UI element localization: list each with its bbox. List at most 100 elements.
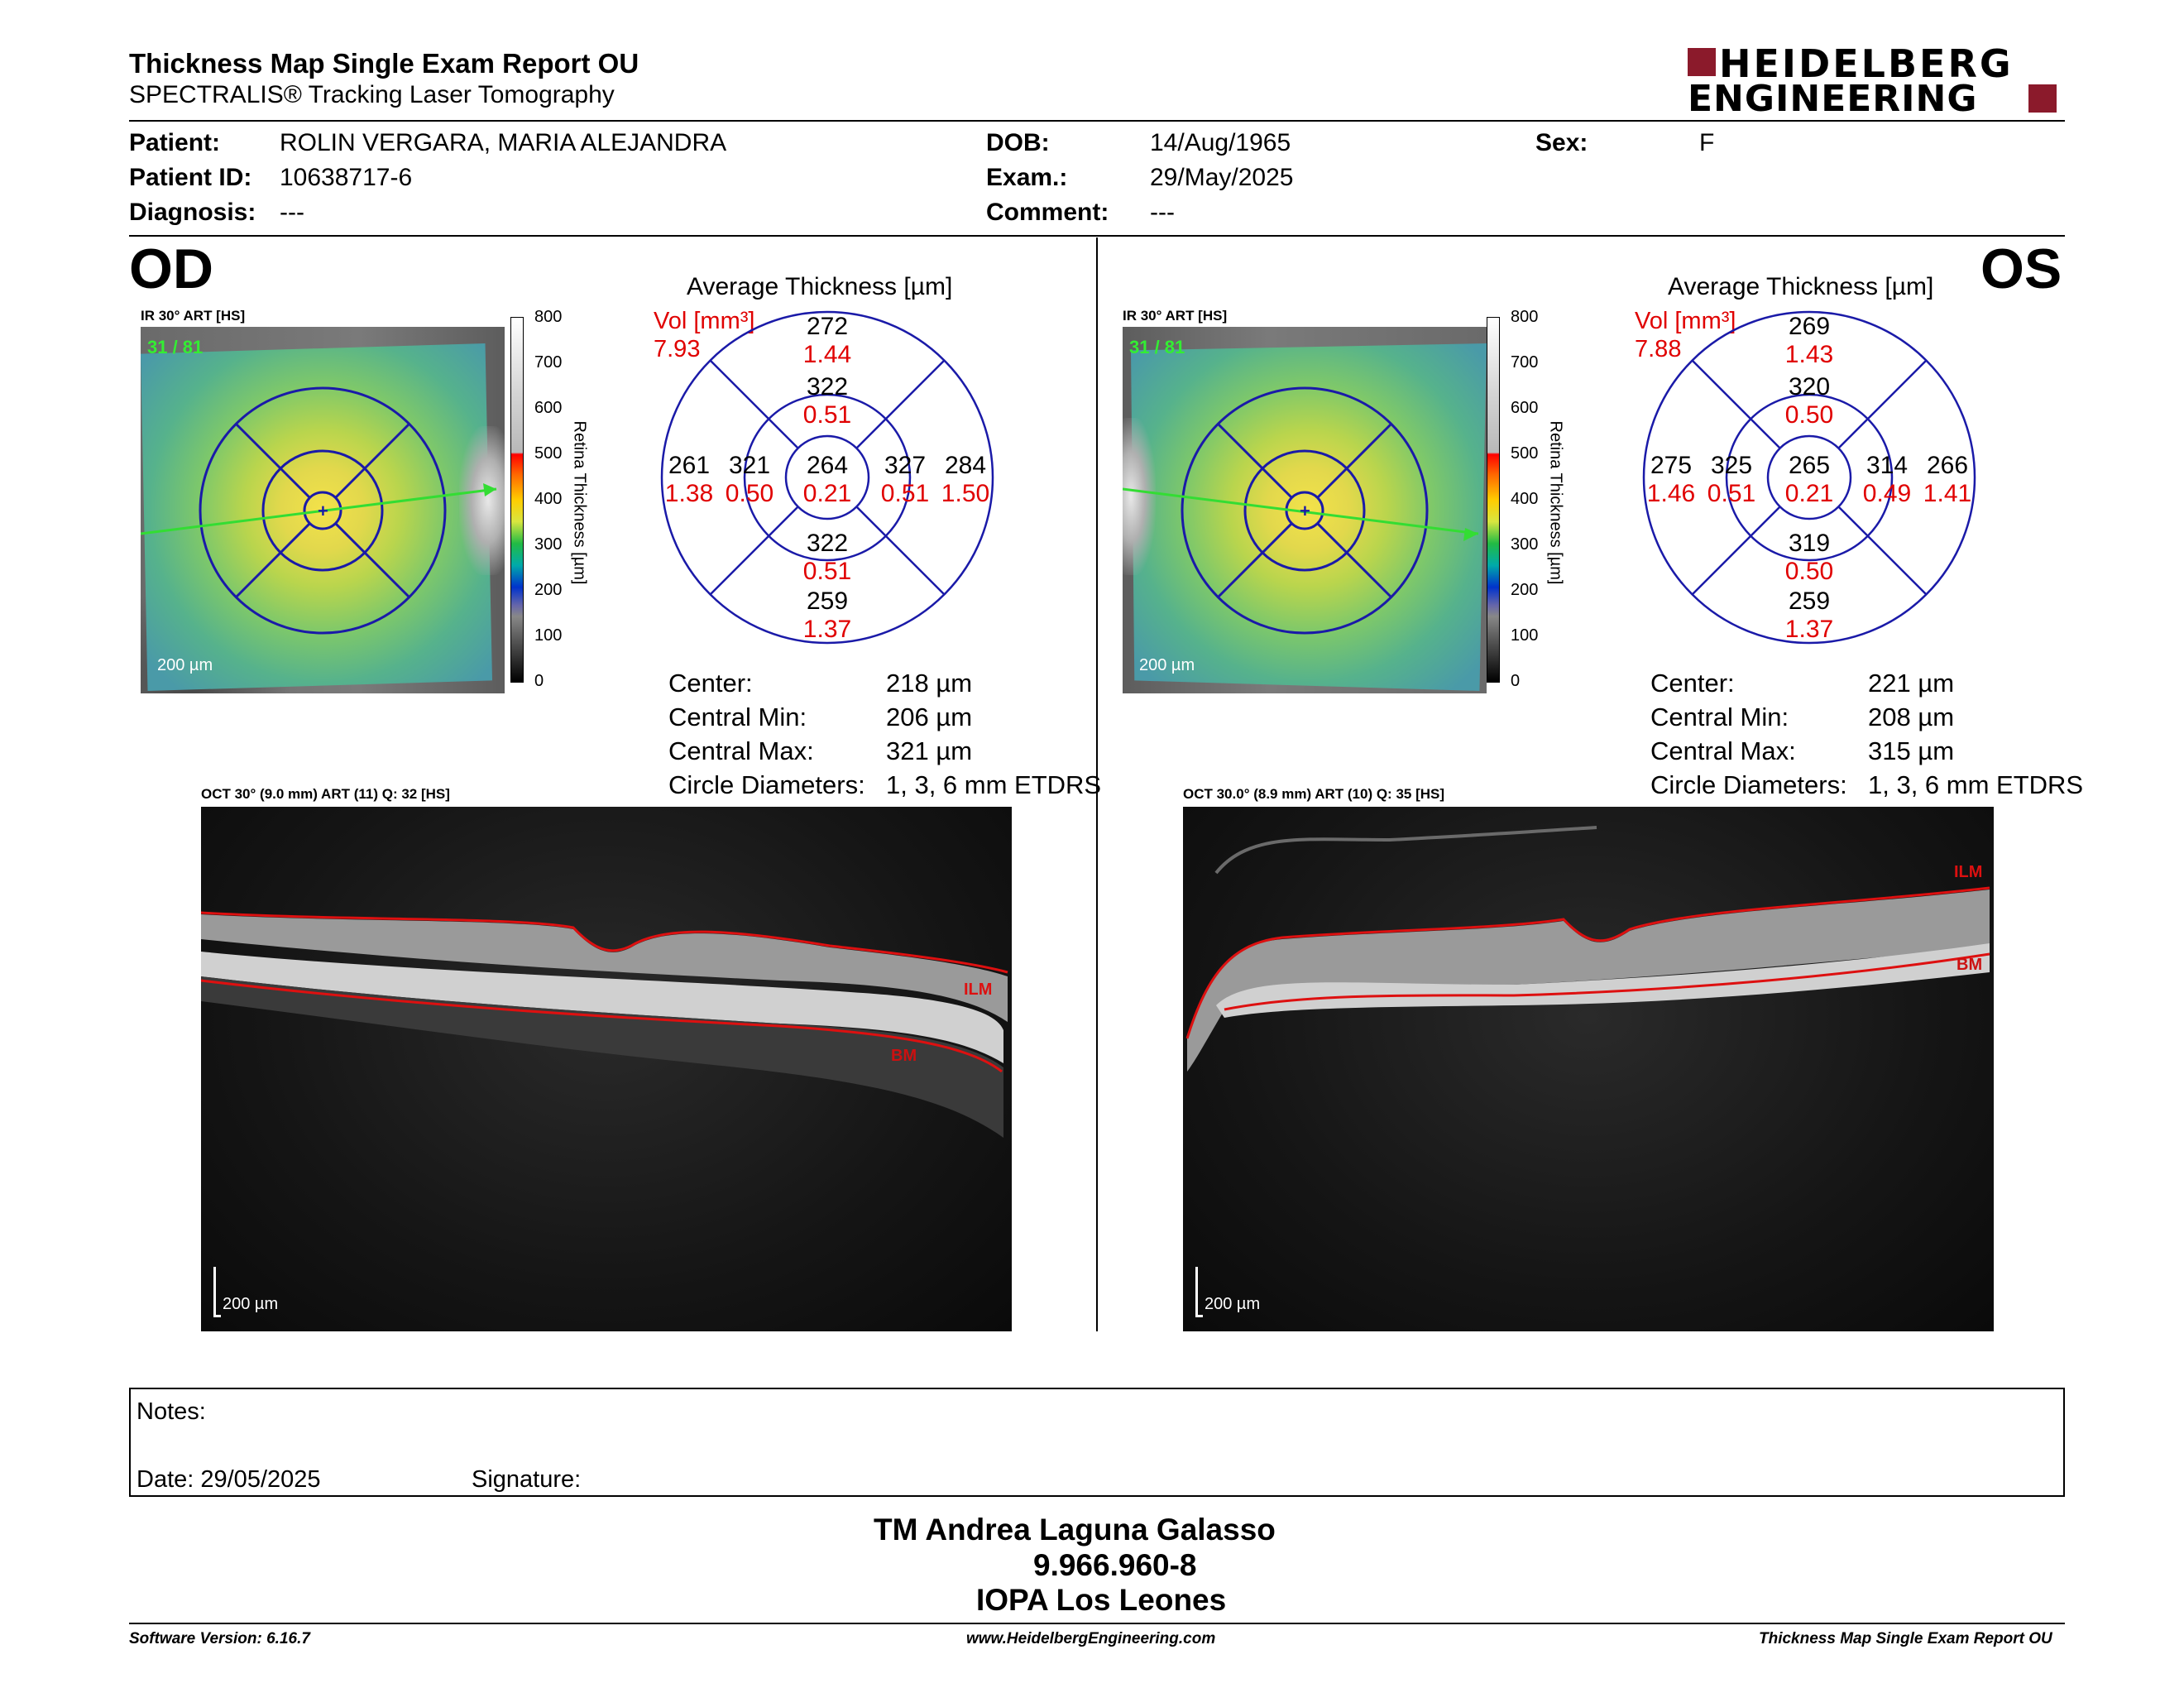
os-cbar-tick: 300 bbox=[1511, 535, 1539, 554]
od-outer-left-thickness: 261 bbox=[668, 452, 711, 479]
dob-label: DOB: bbox=[986, 129, 1050, 156]
os-etdrs-grid bbox=[1642, 310, 1976, 645]
od-cbar-tick: 100 bbox=[534, 626, 563, 645]
os-optic-disc bbox=[1123, 418, 1156, 575]
od-oct-label: OCT 30° (9.0 mm) ART (11) Q: 32 [HS] bbox=[201, 786, 450, 802]
od-cbar-tick: 700 bbox=[534, 353, 563, 372]
od-inner-bottom-thickness: 322 bbox=[806, 530, 849, 557]
os-cbar-tick: 700 bbox=[1511, 353, 1539, 372]
os-outer-left-volume: 1.46 bbox=[1646, 480, 1696, 507]
os-max-value: 315 µm bbox=[1868, 736, 1955, 765]
od-outer-top-thickness: 272 bbox=[806, 313, 849, 340]
diagnosis-value: --- bbox=[280, 199, 304, 226]
od-eye-label: OD bbox=[129, 237, 213, 300]
footer-rule bbox=[129, 1623, 2065, 1624]
logo-text-bottom: ENGINEERING bbox=[1688, 78, 1978, 120]
od-cbar-tick: 500 bbox=[534, 444, 563, 463]
os-cbar-tick: 200 bbox=[1511, 581, 1539, 599]
od-fundus-image: 31 / 81 200 µm + bbox=[141, 327, 505, 693]
os-cbar-tick: 0 bbox=[1511, 672, 1521, 690]
od-inner-top-volume: 0.51 bbox=[802, 401, 852, 429]
od-circle-label: Circle Diameters: bbox=[668, 770, 865, 799]
sex-label: Sex: bbox=[1535, 129, 1588, 156]
os-center-label: Center: bbox=[1650, 669, 1735, 698]
od-optic-disc bbox=[459, 426, 505, 575]
patient-label: Patient: bbox=[129, 129, 221, 156]
notes-box bbox=[129, 1388, 2065, 1497]
svg-text:+: + bbox=[318, 501, 328, 521]
exam-label: Exam.: bbox=[986, 164, 1068, 191]
svg-text:+: + bbox=[1300, 501, 1310, 521]
os-circle-label: Circle Diameters: bbox=[1650, 770, 1847, 799]
logo-square-top bbox=[1688, 48, 1716, 76]
od-inner-left-volume: 0.50 bbox=[725, 480, 774, 507]
os-colorbar-title: Retina Thickness [µm] bbox=[1546, 420, 1565, 585]
od-inner-left-thickness: 321 bbox=[728, 452, 771, 479]
footer-website[interactable]: www.HeidelbergEngineering.com bbox=[966, 1630, 1216, 1647]
os-vol-label: Vol [mm³] bbox=[1635, 308, 1736, 334]
os-inner-left-thickness: 325 bbox=[1710, 452, 1753, 479]
od-center-value: 218 µm bbox=[886, 669, 973, 698]
signer-name: TM Andrea Laguna Galasso bbox=[874, 1513, 1276, 1547]
footer-report-name: Thickness Map Single Exam Report OU bbox=[1759, 1630, 2052, 1647]
os-outer-top-thickness: 269 bbox=[1788, 313, 1831, 340]
os-outer-left-thickness: 275 bbox=[1650, 452, 1693, 479]
os-oct-label: OCT 30.0° (8.9 mm) ART (10) Q: 35 [HS] bbox=[1183, 786, 1445, 802]
os-ir-label: IR 30° ART [HS] bbox=[1123, 308, 1228, 324]
od-cbar-tick: 400 bbox=[534, 490, 563, 508]
od-etdrs-grid bbox=[660, 310, 994, 645]
od-vol-label: Vol [mm³] bbox=[654, 308, 755, 334]
os-oct-layers bbox=[1185, 826, 1990, 1072]
od-colorbar-title: Retina Thickness [µm] bbox=[570, 420, 589, 585]
od-inner-bottom-volume: 0.51 bbox=[802, 558, 852, 585]
od-oct-layers bbox=[201, 911, 1008, 1138]
os-outer-bottom-volume: 1.37 bbox=[1784, 616, 1834, 643]
od-oct-bscan: ILM BM 200 µm bbox=[201, 807, 1012, 1331]
os-ir-scale: 200 µm bbox=[1139, 656, 1195, 674]
od-center-volume: 0.21 bbox=[802, 480, 852, 507]
od-outer-bottom-volume: 1.37 bbox=[802, 616, 852, 643]
os-inner-bottom-volume: 0.50 bbox=[1784, 558, 1834, 585]
os-circle-value: 1, 3, 6 mm ETDRS bbox=[1868, 770, 2084, 799]
diagnosis-label: Diagnosis: bbox=[129, 199, 256, 226]
heidelberg-logo: HEIDELBERG ENGINEERING bbox=[1688, 41, 2065, 120]
od-ir-label: IR 30° ART [HS] bbox=[141, 308, 246, 324]
os-avg-title: Average Thickness [µm] bbox=[1668, 273, 1934, 300]
os-bm-label: BM bbox=[1956, 956, 1983, 974]
od-inner-right-thickness: 327 bbox=[884, 452, 927, 479]
os-cbar-tick: 100 bbox=[1511, 626, 1539, 645]
os-min-value: 208 µm bbox=[1868, 703, 1955, 731]
signer-org: IOPA Los Leones bbox=[976, 1583, 1227, 1617]
os-ilm-label: ILM bbox=[1954, 863, 1983, 881]
os-vol-value: 7.88 bbox=[1635, 336, 1682, 362]
os-colorbar bbox=[1487, 317, 1500, 683]
os-cbar-tick: 600 bbox=[1511, 399, 1539, 417]
od-cbar-tick: 200 bbox=[534, 581, 563, 599]
os-center-value: 221 µm bbox=[1868, 669, 1955, 698]
signer-id: 9.966.960-8 bbox=[1033, 1548, 1197, 1582]
os-inner-right-thickness: 314 bbox=[1866, 452, 1909, 479]
od-max-label: Central Max: bbox=[668, 736, 814, 765]
report-title: Thickness Map Single Exam Report OU bbox=[129, 48, 639, 79]
od-center-label: Center: bbox=[668, 669, 753, 698]
os-cbar-tick: 400 bbox=[1511, 490, 1539, 508]
patient-rule bbox=[129, 235, 2065, 237]
header-rule bbox=[129, 120, 2065, 122]
notes-signature-label: Signature: bbox=[472, 1466, 582, 1493]
patient-id-label: Patient ID: bbox=[129, 164, 252, 191]
os-cbar-tick: 500 bbox=[1511, 444, 1539, 463]
od-cbar-tick: 800 bbox=[534, 308, 563, 326]
os-inner-top-volume: 0.50 bbox=[1784, 401, 1834, 429]
od-outer-right-volume: 1.50 bbox=[941, 480, 990, 507]
od-cbar-tick: 0 bbox=[534, 672, 544, 690]
od-colorbar bbox=[510, 317, 524, 683]
notes-label: Notes: bbox=[136, 1398, 206, 1425]
comment-value: --- bbox=[1150, 199, 1175, 226]
patient-id: 10638717-6 bbox=[280, 164, 413, 191]
od-min-label: Central Min: bbox=[668, 703, 807, 731]
notes-date: Date: 29/05/2025 bbox=[136, 1466, 321, 1493]
od-outer-top-volume: 1.44 bbox=[802, 341, 852, 368]
os-min-label: Central Min: bbox=[1650, 703, 1789, 731]
os-inner-left-volume: 0.51 bbox=[1707, 480, 1756, 507]
od-ilm-label: ILM bbox=[964, 981, 993, 999]
